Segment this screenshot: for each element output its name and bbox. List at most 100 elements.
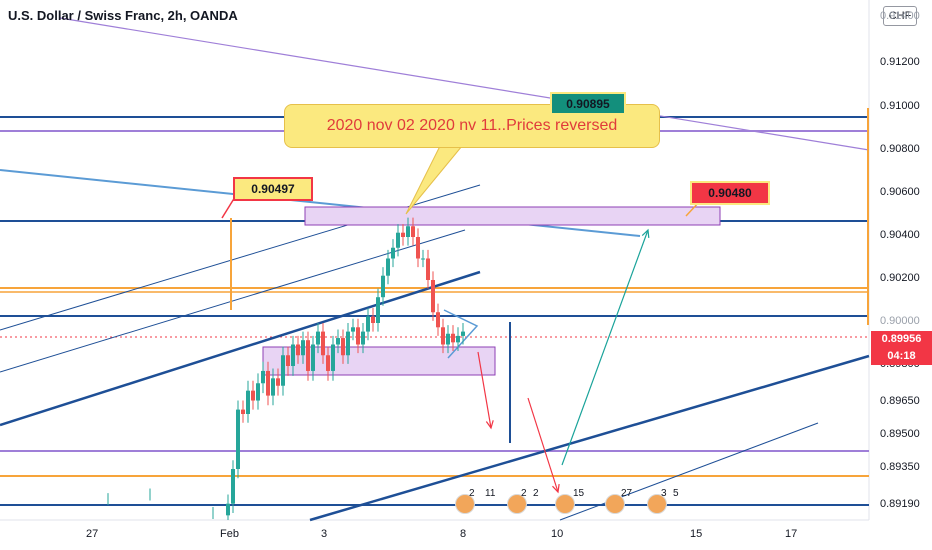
flag-icon xyxy=(455,494,475,514)
candle-body xyxy=(266,370,270,396)
label-pointer xyxy=(221,196,236,219)
candle-body xyxy=(361,331,365,345)
arrow-line xyxy=(527,397,559,493)
candle-body xyxy=(416,237,420,259)
event-flag[interactable]: 3 5 xyxy=(647,488,693,518)
event-flag[interactable]: 15 xyxy=(555,488,595,518)
event-flag[interactable]: 2 11 xyxy=(455,488,501,518)
price-tick: 0.90200 xyxy=(880,272,920,284)
candle-body xyxy=(291,344,295,366)
event-label: 2 xyxy=(521,488,527,499)
candle-body xyxy=(286,355,290,366)
arrow-line xyxy=(477,351,492,429)
price-tick: 0.90800 xyxy=(880,143,920,155)
flag-icon xyxy=(605,494,625,514)
flag-icon xyxy=(507,494,527,514)
price-tick: 0.89650 xyxy=(880,395,920,407)
candle-body xyxy=(401,232,405,237)
candle-body xyxy=(371,316,375,323)
candle-body xyxy=(276,378,280,386)
candle-body xyxy=(301,340,305,356)
candle-body xyxy=(451,333,455,343)
price-label-top[interactable]: 0.90895 xyxy=(550,92,626,115)
time-tick: 17 xyxy=(785,528,798,540)
price-tick: 0.89350 xyxy=(880,461,920,473)
candle-body xyxy=(226,503,230,516)
candle-body xyxy=(241,409,245,414)
candle-body xyxy=(236,409,240,469)
candle-body xyxy=(311,344,315,371)
trendline xyxy=(559,422,819,521)
candle-body xyxy=(461,331,465,336)
countdown-badge: 04:18 xyxy=(871,348,932,365)
event-count: 2 xyxy=(533,488,539,499)
trendline xyxy=(0,270,481,427)
candle-body xyxy=(261,370,265,384)
time-tick: 3 xyxy=(321,528,328,540)
candle-body xyxy=(321,331,325,356)
note-pointer xyxy=(405,145,463,215)
event-label: 2 xyxy=(469,488,475,499)
candle-body xyxy=(456,335,460,343)
candle-body xyxy=(446,333,450,345)
price-tick: 0.91000 xyxy=(880,100,920,112)
candle-body xyxy=(406,226,410,237)
price-tick: 0.89500 xyxy=(880,428,920,440)
candle-body xyxy=(436,312,440,328)
candle-body xyxy=(331,344,335,371)
candle-body xyxy=(426,258,430,280)
arrow-head xyxy=(485,420,494,430)
price-label-left[interactable]: 0.90497 xyxy=(233,177,313,201)
candle-body xyxy=(256,383,260,401)
price-tick: 0.89190 xyxy=(880,498,920,510)
candle-body xyxy=(366,316,370,332)
candle-body xyxy=(391,247,395,259)
flag-icon xyxy=(647,494,667,514)
price-tick-faint: 0.90000 xyxy=(880,315,920,327)
candle-body xyxy=(281,355,285,386)
candle-body xyxy=(341,338,345,356)
trendline xyxy=(309,354,870,522)
price-tick: 0.91200 xyxy=(880,56,920,68)
candle-body xyxy=(351,327,355,332)
candle-body xyxy=(346,331,350,356)
event-flag[interactable]: 2 2 xyxy=(507,488,553,518)
candle-body xyxy=(381,275,385,298)
candle-body xyxy=(431,280,435,313)
candle-body xyxy=(376,297,380,323)
resistance-zone xyxy=(304,206,721,226)
event-flag[interactable]: 27 xyxy=(605,488,645,518)
arrow-head xyxy=(552,483,560,494)
event-count: 11 xyxy=(485,488,496,499)
candle-body xyxy=(271,378,275,396)
economic-events[interactable]: 2 11 2 2 15 27 3 5 xyxy=(455,488,695,518)
candle-body xyxy=(296,344,300,356)
currency-button[interactable]: CHF xyxy=(883,6,917,26)
candle-body xyxy=(411,226,415,237)
price-tick: 0.90600 xyxy=(880,186,920,198)
candle-body xyxy=(306,340,310,371)
time-tick: 10 xyxy=(551,528,564,540)
trendline xyxy=(0,169,641,237)
price-tick: 0.90400 xyxy=(880,229,920,241)
candle-body xyxy=(251,390,255,401)
candle-body xyxy=(336,338,340,345)
last-price-badge: 0.89956 xyxy=(871,331,932,348)
time-tick: 8 xyxy=(460,528,467,540)
time-tick: 27 xyxy=(86,528,99,540)
flag-icon xyxy=(555,494,575,514)
trendline xyxy=(59,17,870,151)
event-label: 3 xyxy=(661,488,667,499)
candle-body xyxy=(421,258,425,260)
price-tick-faint: 0.91400 xyxy=(880,10,920,22)
price-label-right[interactable]: 0.90480 xyxy=(690,181,770,205)
time-tick: 15 xyxy=(690,528,703,540)
candle-body xyxy=(246,390,250,414)
arrow-head xyxy=(641,228,650,239)
candle-body xyxy=(326,355,330,371)
candle-body xyxy=(441,327,445,345)
candle-body xyxy=(316,331,320,345)
time-tick: Feb xyxy=(220,528,239,540)
candle-body xyxy=(396,232,400,248)
